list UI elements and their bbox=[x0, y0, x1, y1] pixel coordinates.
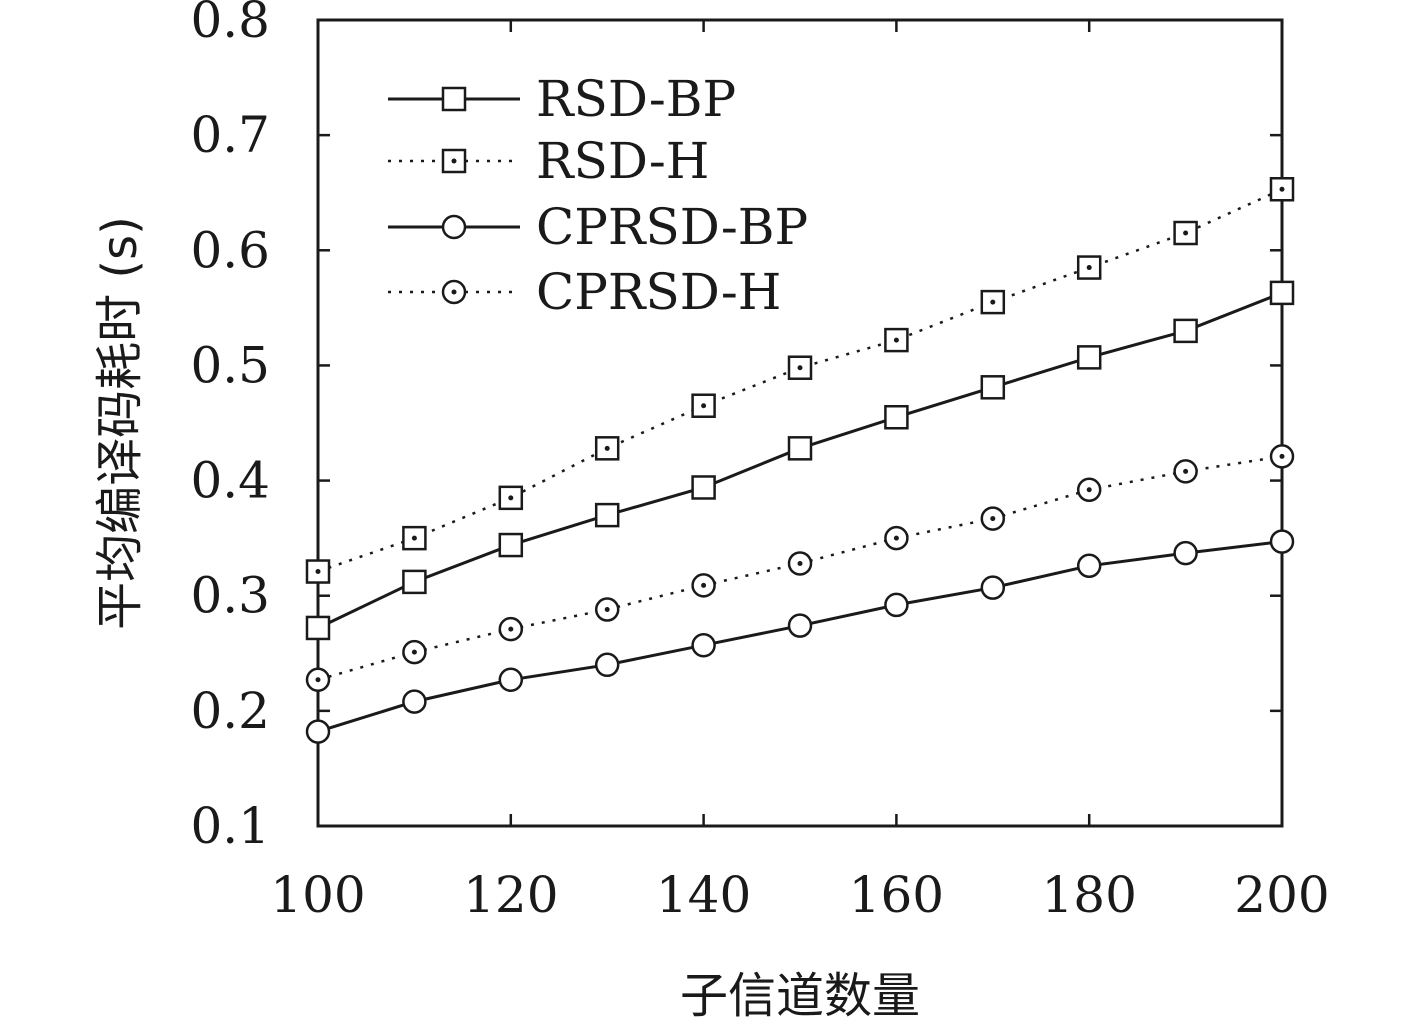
y-tick-label: 0.7 bbox=[190, 106, 270, 164]
legend-label: CPRSD-BP bbox=[536, 198, 808, 256]
data-point bbox=[402, 569, 427, 595]
data-point bbox=[691, 632, 716, 658]
data-point bbox=[884, 404, 909, 430]
x-tick-label: 100 bbox=[270, 866, 365, 924]
data-point bbox=[402, 525, 427, 551]
x-tick-label: 120 bbox=[463, 866, 558, 924]
legend-item-rsd-bp: RSD-BP bbox=[388, 70, 736, 128]
data-point bbox=[498, 667, 524, 693]
legend-marker bbox=[441, 214, 467, 240]
data-point bbox=[498, 485, 524, 511]
legend-label: CPRSD-H bbox=[536, 263, 781, 321]
x-tick-label: 180 bbox=[1041, 866, 1136, 924]
y-tick-label: 0.2 bbox=[190, 682, 270, 740]
legend-marker bbox=[441, 279, 467, 305]
legend-label: RSD-BP bbox=[536, 70, 736, 128]
data-point bbox=[787, 551, 813, 576]
series-layer bbox=[305, 177, 1295, 744]
plot-frame bbox=[316, 18, 1284, 828]
y-tick-label: 0.5 bbox=[190, 336, 270, 394]
data-point bbox=[1173, 540, 1198, 566]
data-point bbox=[594, 597, 620, 622]
y-tick-label: 0.3 bbox=[190, 567, 270, 625]
data-point bbox=[498, 532, 524, 558]
series-rsd-h bbox=[305, 177, 1295, 584]
y-tick-label: 0.4 bbox=[190, 452, 270, 510]
legend-label: RSD-H bbox=[536, 132, 709, 190]
data-point bbox=[980, 575, 1006, 600]
series-cprsd-bp bbox=[305, 529, 1295, 744]
data-point bbox=[305, 667, 331, 693]
legend-item-cprsd-h: CPRSD-H bbox=[388, 263, 781, 321]
x-axis-title: 子信道数量 bbox=[680, 968, 920, 1024]
legend-item-rsd-h: RSD-H bbox=[388, 132, 709, 190]
x-tick-label: 160 bbox=[849, 866, 944, 924]
data-point bbox=[305, 615, 331, 641]
legend-marker bbox=[441, 86, 467, 112]
data-point bbox=[305, 559, 331, 584]
x-tick-label: 200 bbox=[1234, 866, 1329, 924]
data-point bbox=[594, 436, 620, 461]
data-point bbox=[1269, 280, 1295, 306]
data-point bbox=[691, 393, 716, 418]
data-point bbox=[402, 689, 427, 714]
data-point bbox=[691, 475, 716, 500]
data-point bbox=[787, 355, 813, 380]
y-axis-title: 平均编译码耗时 (s) bbox=[92, 216, 148, 630]
data-point bbox=[884, 592, 909, 618]
series-rsd-bp bbox=[305, 280, 1295, 641]
data-point bbox=[1076, 553, 1102, 579]
data-point bbox=[1076, 477, 1102, 503]
data-point bbox=[980, 506, 1006, 531]
data-point bbox=[1173, 459, 1198, 484]
data-point bbox=[1076, 255, 1102, 280]
data-point bbox=[1269, 444, 1295, 469]
data-point bbox=[402, 639, 427, 665]
data-point bbox=[1173, 318, 1198, 344]
legend-item-cprsd-bp: CPRSD-BP bbox=[388, 198, 808, 256]
data-point bbox=[787, 613, 813, 638]
axis-ticks: 0.1 0.2 0.3 0.4 0.5 0.6 0.7 0.8 100 120 140 160 180 2… bbox=[190, 0, 1329, 924]
y-tick-label: 0.8 bbox=[190, 0, 270, 49]
data-point bbox=[305, 719, 331, 744]
data-point bbox=[498, 616, 524, 642]
data-point bbox=[1076, 345, 1102, 370]
legend-marker bbox=[441, 148, 467, 174]
series-cprsd-h bbox=[305, 444, 1295, 693]
data-point bbox=[884, 327, 909, 353]
data-point bbox=[1269, 529, 1295, 554]
y-tick-label: 0.1 bbox=[190, 797, 270, 855]
data-point bbox=[787, 436, 813, 461]
data-point bbox=[980, 289, 1006, 315]
data-point bbox=[884, 525, 909, 551]
data-point bbox=[691, 573, 716, 598]
data-point bbox=[1173, 220, 1198, 246]
y-tick-label: 0.6 bbox=[190, 221, 270, 279]
x-tick-label: 140 bbox=[656, 866, 751, 924]
data-point bbox=[980, 375, 1006, 400]
data-point bbox=[594, 652, 620, 678]
data-point bbox=[594, 502, 620, 528]
data-point bbox=[1269, 177, 1295, 202]
